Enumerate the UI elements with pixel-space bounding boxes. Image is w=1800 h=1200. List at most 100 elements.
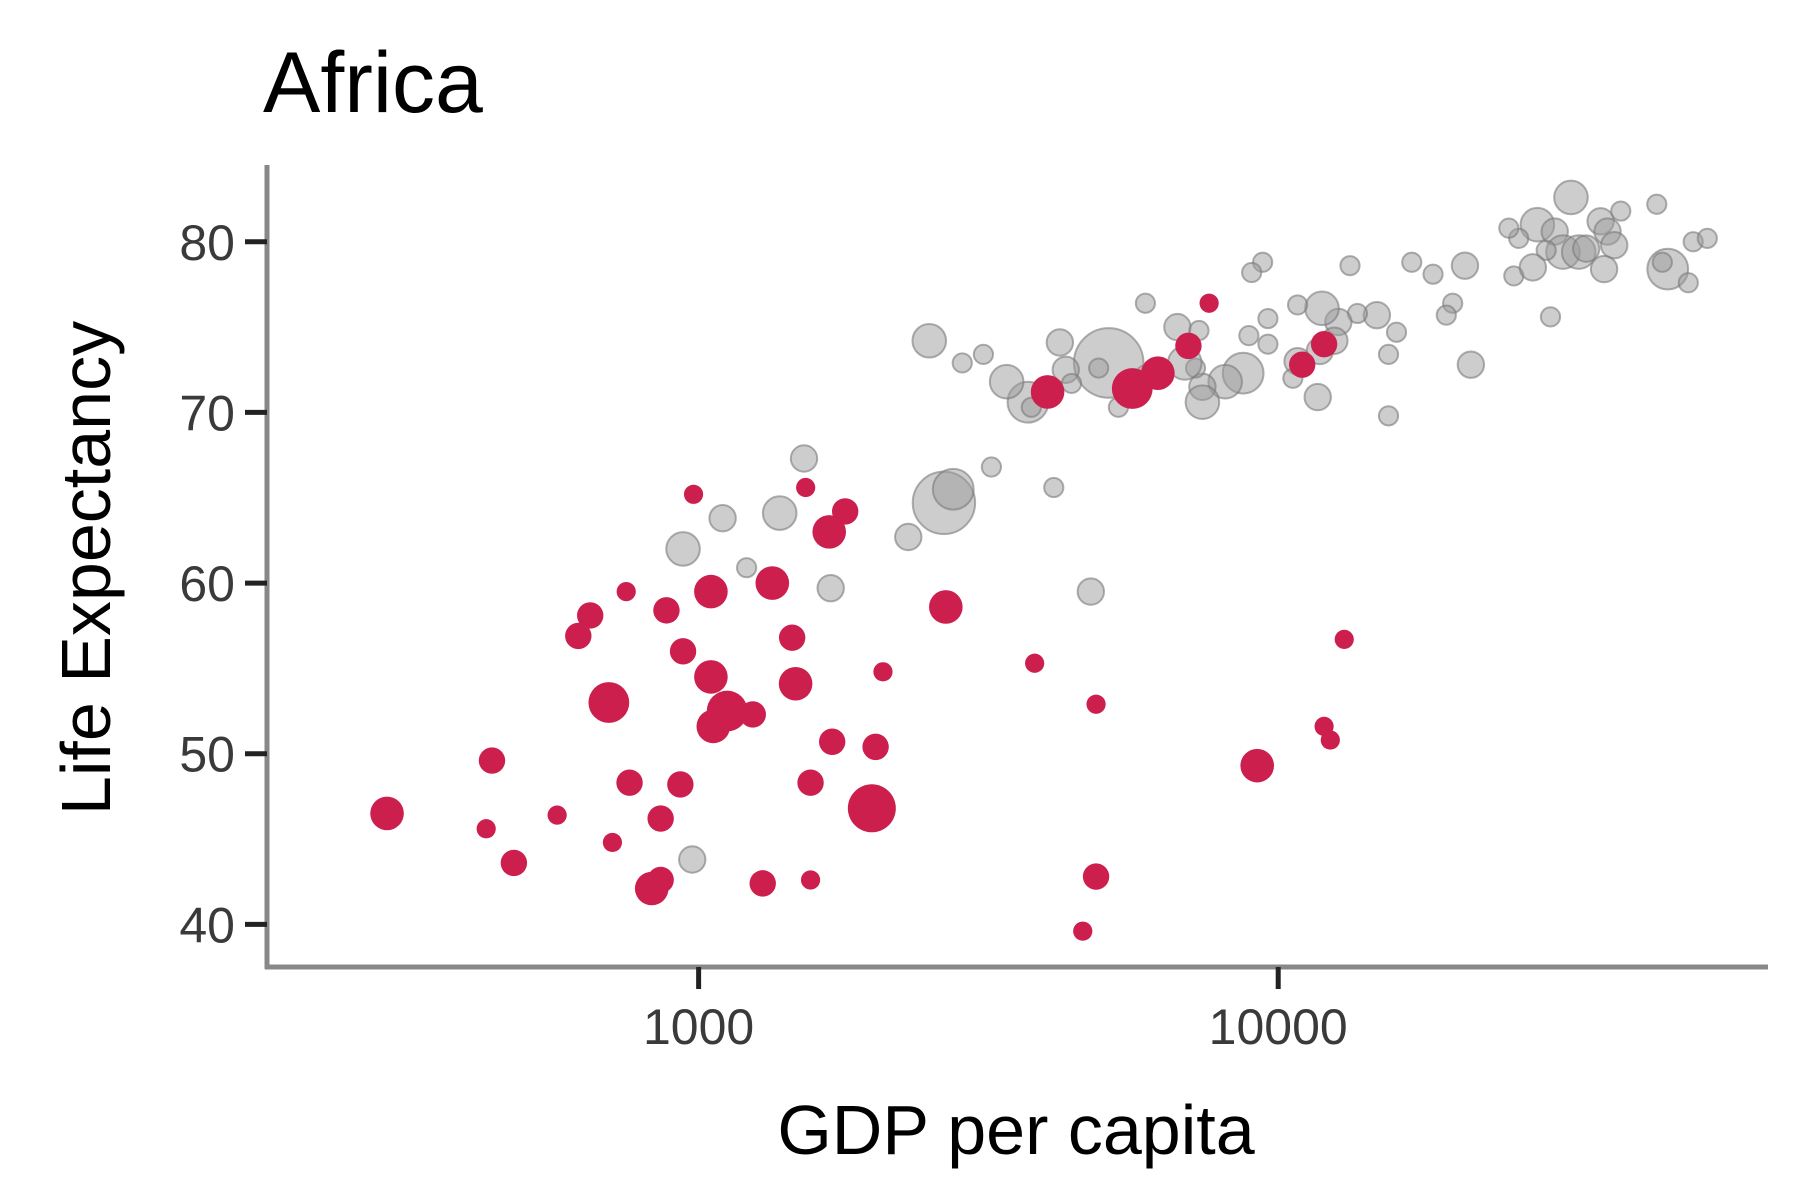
y-tick-label: 70 xyxy=(179,385,235,441)
data-point-other xyxy=(1241,261,1263,284)
data-point-highlighted xyxy=(778,624,806,651)
data-point-highlighted xyxy=(1240,748,1275,783)
data-point-other xyxy=(1498,217,1520,239)
data-point-other xyxy=(980,456,1002,478)
y-tick: 40 xyxy=(179,897,267,953)
data-point-highlighted xyxy=(653,597,680,624)
data-point-highlighted xyxy=(647,866,674,894)
data-point-highlighted xyxy=(1111,368,1153,409)
data-point-highlighted xyxy=(696,709,731,744)
data-point-highlighted xyxy=(547,805,567,825)
data-point-other xyxy=(1257,307,1279,330)
x-tick-label: 10000 xyxy=(1209,999,1348,1055)
data-point-other xyxy=(1677,272,1699,294)
data-point-highlighted xyxy=(1320,730,1340,750)
data-point-other xyxy=(1535,239,1557,261)
data-point-highlighted xyxy=(667,771,694,798)
data-point-other xyxy=(1646,193,1668,215)
x-tick-label: 1000 xyxy=(643,999,754,1055)
data-point-other xyxy=(951,352,973,374)
x-tick: 1000 xyxy=(643,967,754,1055)
data-point-other xyxy=(1651,251,1673,273)
data-point-other xyxy=(1060,372,1083,395)
data-point-highlighted xyxy=(1175,332,1202,360)
data-point-other xyxy=(1589,254,1619,284)
data-point-other xyxy=(1572,234,1601,263)
data-point-other xyxy=(972,343,995,366)
data-point-highlighted xyxy=(602,832,623,853)
data-point-highlighted xyxy=(576,602,604,629)
y-tick: 50 xyxy=(179,727,267,783)
y-tick-label: 80 xyxy=(179,215,235,271)
data-point-highlighted xyxy=(778,666,813,701)
data-point-highlighted xyxy=(694,660,728,694)
data-point-other xyxy=(1385,321,1408,343)
data-point-other xyxy=(708,504,737,533)
data-point-highlighted xyxy=(588,682,630,723)
data-point-other xyxy=(1422,263,1444,285)
data-point-highlighted xyxy=(847,784,896,833)
points-layer xyxy=(370,179,1718,941)
highlighted-points xyxy=(370,293,1354,941)
data-point-highlighted xyxy=(647,805,674,832)
data-point-other xyxy=(1518,253,1548,282)
y-tick: 70 xyxy=(179,385,267,441)
data-point-highlighted xyxy=(683,484,704,504)
data-point-highlighted xyxy=(873,662,893,682)
chart-title: Africa xyxy=(263,35,483,131)
data-point-highlighted xyxy=(500,849,528,877)
data-point-other xyxy=(1450,251,1480,280)
y-tick-label: 50 xyxy=(179,727,235,783)
data-point-other xyxy=(1435,304,1457,326)
y-tick-label: 40 xyxy=(179,897,235,953)
data-point-other xyxy=(678,845,707,874)
data-point-other xyxy=(1610,200,1632,222)
data-point-other xyxy=(1401,251,1423,273)
data-point-highlighted xyxy=(476,819,496,839)
data-point-other xyxy=(665,531,701,567)
data-point-other xyxy=(736,557,758,579)
data-point-other xyxy=(761,495,798,531)
data-point-other xyxy=(1553,179,1589,216)
data-point-highlighted xyxy=(739,701,766,728)
data-point-highlighted xyxy=(796,477,816,498)
data-point-other xyxy=(911,322,948,359)
data-point-highlighted xyxy=(1310,330,1338,358)
x-tick: 10000 xyxy=(1209,967,1348,1055)
data-point-highlighted xyxy=(1030,375,1065,409)
data-point-highlighted xyxy=(800,870,821,890)
data-point-highlighted xyxy=(749,870,776,897)
data-point-highlighted xyxy=(1199,293,1219,313)
data-point-other xyxy=(894,522,923,552)
data-point-other xyxy=(1456,350,1486,379)
data-point-other xyxy=(1088,357,1110,379)
data-point-highlighted xyxy=(1086,694,1106,714)
data-point-other xyxy=(1696,227,1718,249)
data-point-other xyxy=(1238,325,1260,347)
y-tick: 60 xyxy=(179,556,267,612)
data-point-other xyxy=(1303,382,1332,412)
data-point-highlighted xyxy=(755,566,790,600)
data-point-other xyxy=(816,573,845,603)
data-point-highlighted xyxy=(862,733,889,761)
data-point-highlighted xyxy=(616,581,636,602)
data-point-other xyxy=(1377,405,1400,427)
data-point-other xyxy=(1076,577,1106,606)
data-point-highlighted xyxy=(812,515,847,549)
data-point-highlighted xyxy=(1082,863,1110,890)
data-point-highlighted xyxy=(818,728,846,755)
data-point-highlighted xyxy=(1073,921,1093,941)
data-point-other xyxy=(1257,333,1279,355)
data-point-highlighted xyxy=(797,769,824,796)
data-point-highlighted xyxy=(1025,653,1045,673)
data-point-other xyxy=(1539,306,1562,328)
data-point-other xyxy=(1045,328,1075,357)
data-point-highlighted xyxy=(929,590,963,624)
data-point-other xyxy=(1286,294,1309,316)
data-point-other xyxy=(1184,384,1221,420)
data-point-other xyxy=(1377,343,1400,366)
y-axis-ticks: 40 50 60 70 80 xyxy=(179,215,267,953)
data-point-other xyxy=(1134,292,1156,314)
data-point-other xyxy=(1339,255,1361,277)
